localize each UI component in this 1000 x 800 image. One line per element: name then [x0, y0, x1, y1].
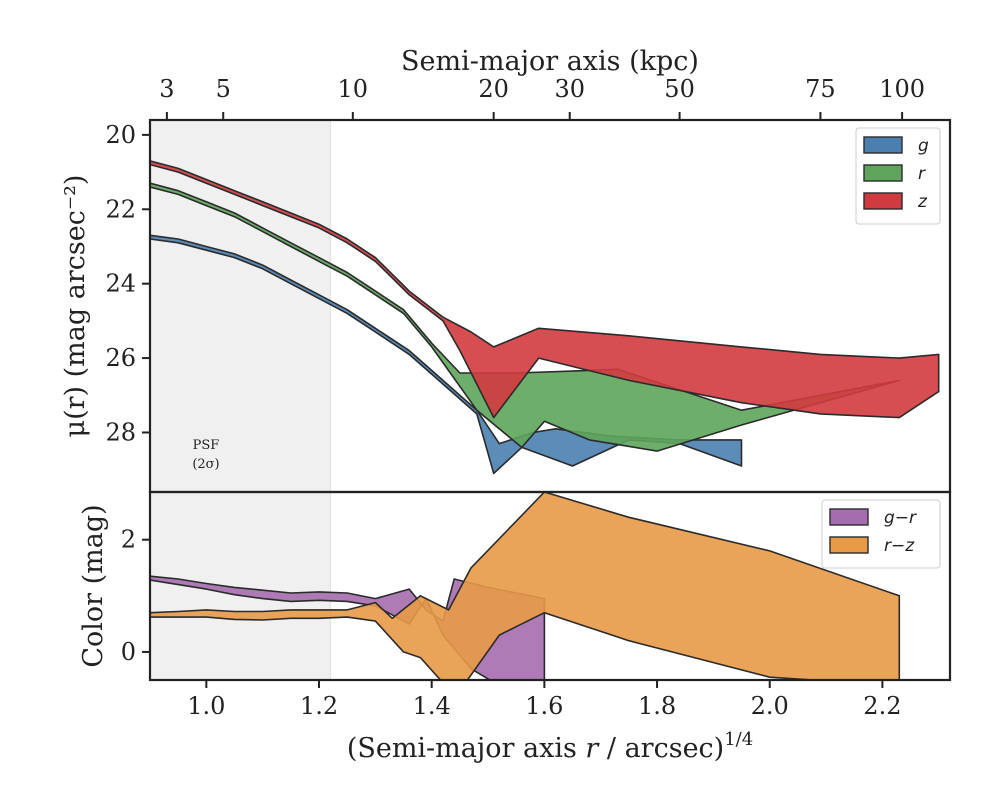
top-x-tick-label: 10 [338, 75, 369, 103]
y-tick-label: 22 [105, 195, 136, 223]
legend-label: g [918, 136, 929, 156]
x-tick-label: 1.2 [300, 692, 338, 720]
legend-label: r−z [884, 536, 915, 556]
x-axis-title: (Semi-major axis r / arcsec)1/4 [347, 729, 753, 764]
y-tick-label: 2 [121, 526, 136, 554]
legend-label: z [917, 192, 928, 212]
y-axis-title-brightness: μ(r) (mag arcsec⁻²) [60, 175, 91, 438]
x-tick-label: 1.4 [413, 692, 451, 720]
y-axis-title-color: Color (mag) [78, 504, 109, 667]
series-band-z [150, 160, 940, 419]
bottom-x-axis: 1.0 1.2 1.4 1.6 1.8 2.0 2.2 [187, 680, 901, 720]
psf-sigma-label: (2σ) [192, 457, 219, 472]
legend-swatch [829, 508, 869, 526]
legend-label: r [918, 164, 926, 184]
psf-label: PSF [193, 438, 220, 453]
x-tick-label: 1.6 [525, 692, 563, 720]
top-x-tick-label: 5 [216, 75, 231, 103]
series-band-r-z [150, 492, 901, 680]
surface-brightness-series [150, 160, 940, 475]
top-x-tick-label: 50 [664, 75, 695, 103]
series-band-g [150, 234, 743, 475]
legend-swatch [863, 192, 903, 210]
top-x-tick-label: 3 [159, 75, 174, 103]
top-x-tick-label: 30 [554, 75, 585, 103]
x-tick-label: 1.8 [638, 692, 676, 720]
color-series [150, 492, 901, 680]
psf-shaded-region [149, 119, 331, 493]
y-tick-label: 28 [105, 418, 136, 446]
top-axis-title: Semi-major axis (kpc) [401, 46, 699, 77]
legend-top: grz [855, 127, 941, 225]
legend-label: g−r [884, 508, 917, 528]
top-x-tick-label: 20 [478, 75, 509, 103]
y-tick-label: 0 [121, 638, 136, 666]
legend-swatch [863, 164, 903, 182]
x-tick-label: 2.0 [751, 692, 789, 720]
top-x-axis: 3 5 10 20 30 50 75 100 [159, 75, 925, 120]
top-x-tick-label: 100 [879, 75, 925, 103]
x-tick-label: 2.2 [863, 692, 901, 720]
legend-swatch [863, 136, 903, 154]
bottom-panel-frame [148, 490, 952, 682]
legend-bottom: g−r r−z [821, 499, 941, 569]
top-y-axis: 20 22 24 26 28 [105, 121, 150, 446]
legend-swatch [829, 536, 869, 554]
bottom-y-axis: 02 [121, 526, 150, 666]
y-tick-label: 24 [105, 270, 136, 298]
psf-shaded-region [149, 491, 331, 681]
y-tick-label: 20 [105, 121, 136, 149]
top-x-tick-label: 75 [805, 75, 836, 103]
x-tick-label: 1.0 [187, 692, 225, 720]
y-tick-label: 26 [105, 344, 136, 372]
